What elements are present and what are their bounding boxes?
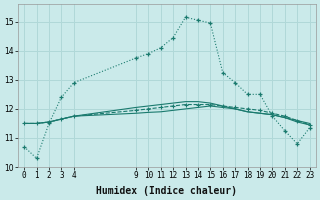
X-axis label: Humidex (Indice chaleur): Humidex (Indice chaleur)	[96, 186, 237, 196]
